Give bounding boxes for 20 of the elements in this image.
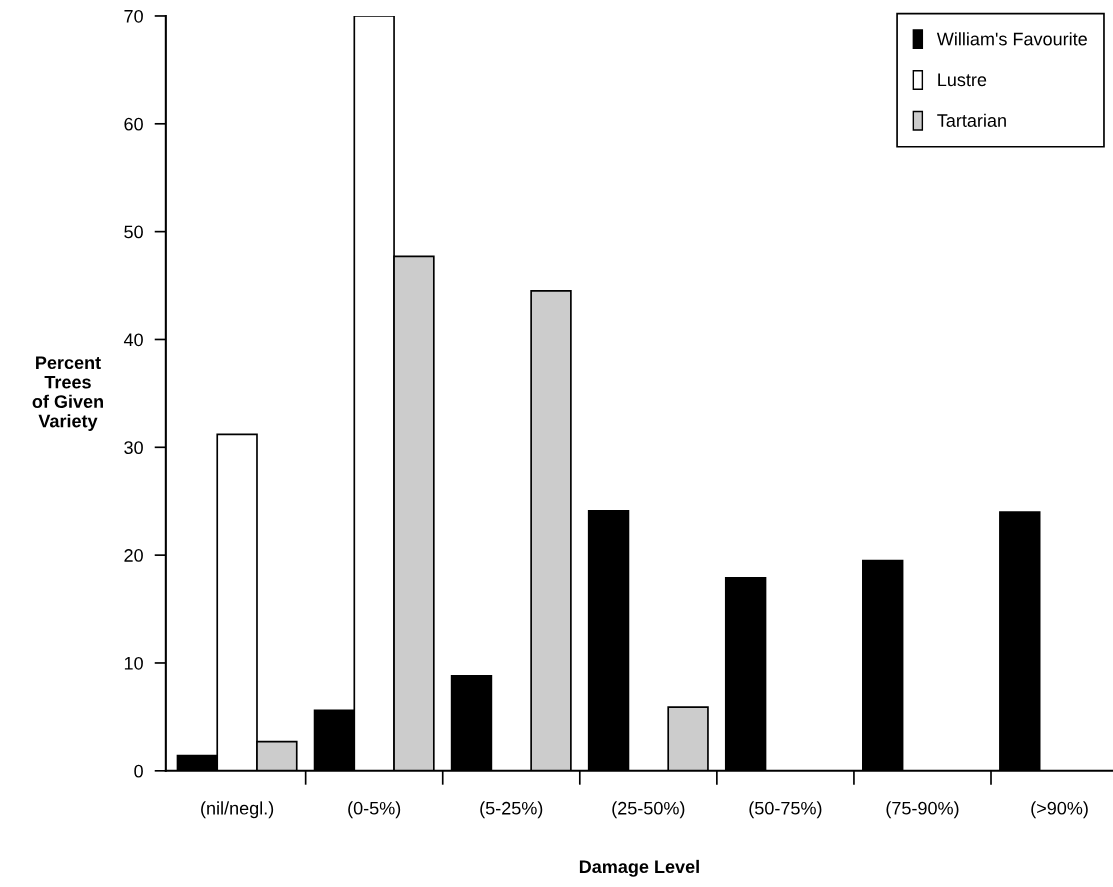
y-tick-label: 0 (134, 764, 143, 778)
y-tick-label: 40 (123, 333, 143, 347)
y-tick-label: 50 (124, 225, 143, 239)
y-tick-label: 70 (124, 9, 143, 23)
y-tick-label: 20 (124, 549, 143, 562)
legend-label: William's Favourite (936, 32, 1087, 46)
x-axis-title: Damage Level (579, 859, 699, 877)
y-axis-title: Percent Trees of Given Variety (32, 356, 103, 431)
legend-label: Lustre (938, 73, 987, 87)
y-tick-label: 10 (124, 656, 143, 670)
x-tick-label: (50-75%) (749, 801, 822, 819)
x-tick-label: (5-25%) (480, 801, 543, 819)
x-tick-label: (>90%) (1031, 801, 1088, 819)
x-tick-label: (75-90%) (886, 801, 959, 819)
y-tick-label: 30 (124, 441, 143, 455)
x-tick-label: (0-5%) (348, 801, 401, 819)
legend-label: Tartarian (937, 113, 1006, 127)
y-tick-label: 60 (124, 117, 143, 131)
x-tick-label: (25-50%) (612, 801, 685, 819)
x-tick-label: (nil/negl.) (201, 801, 274, 819)
